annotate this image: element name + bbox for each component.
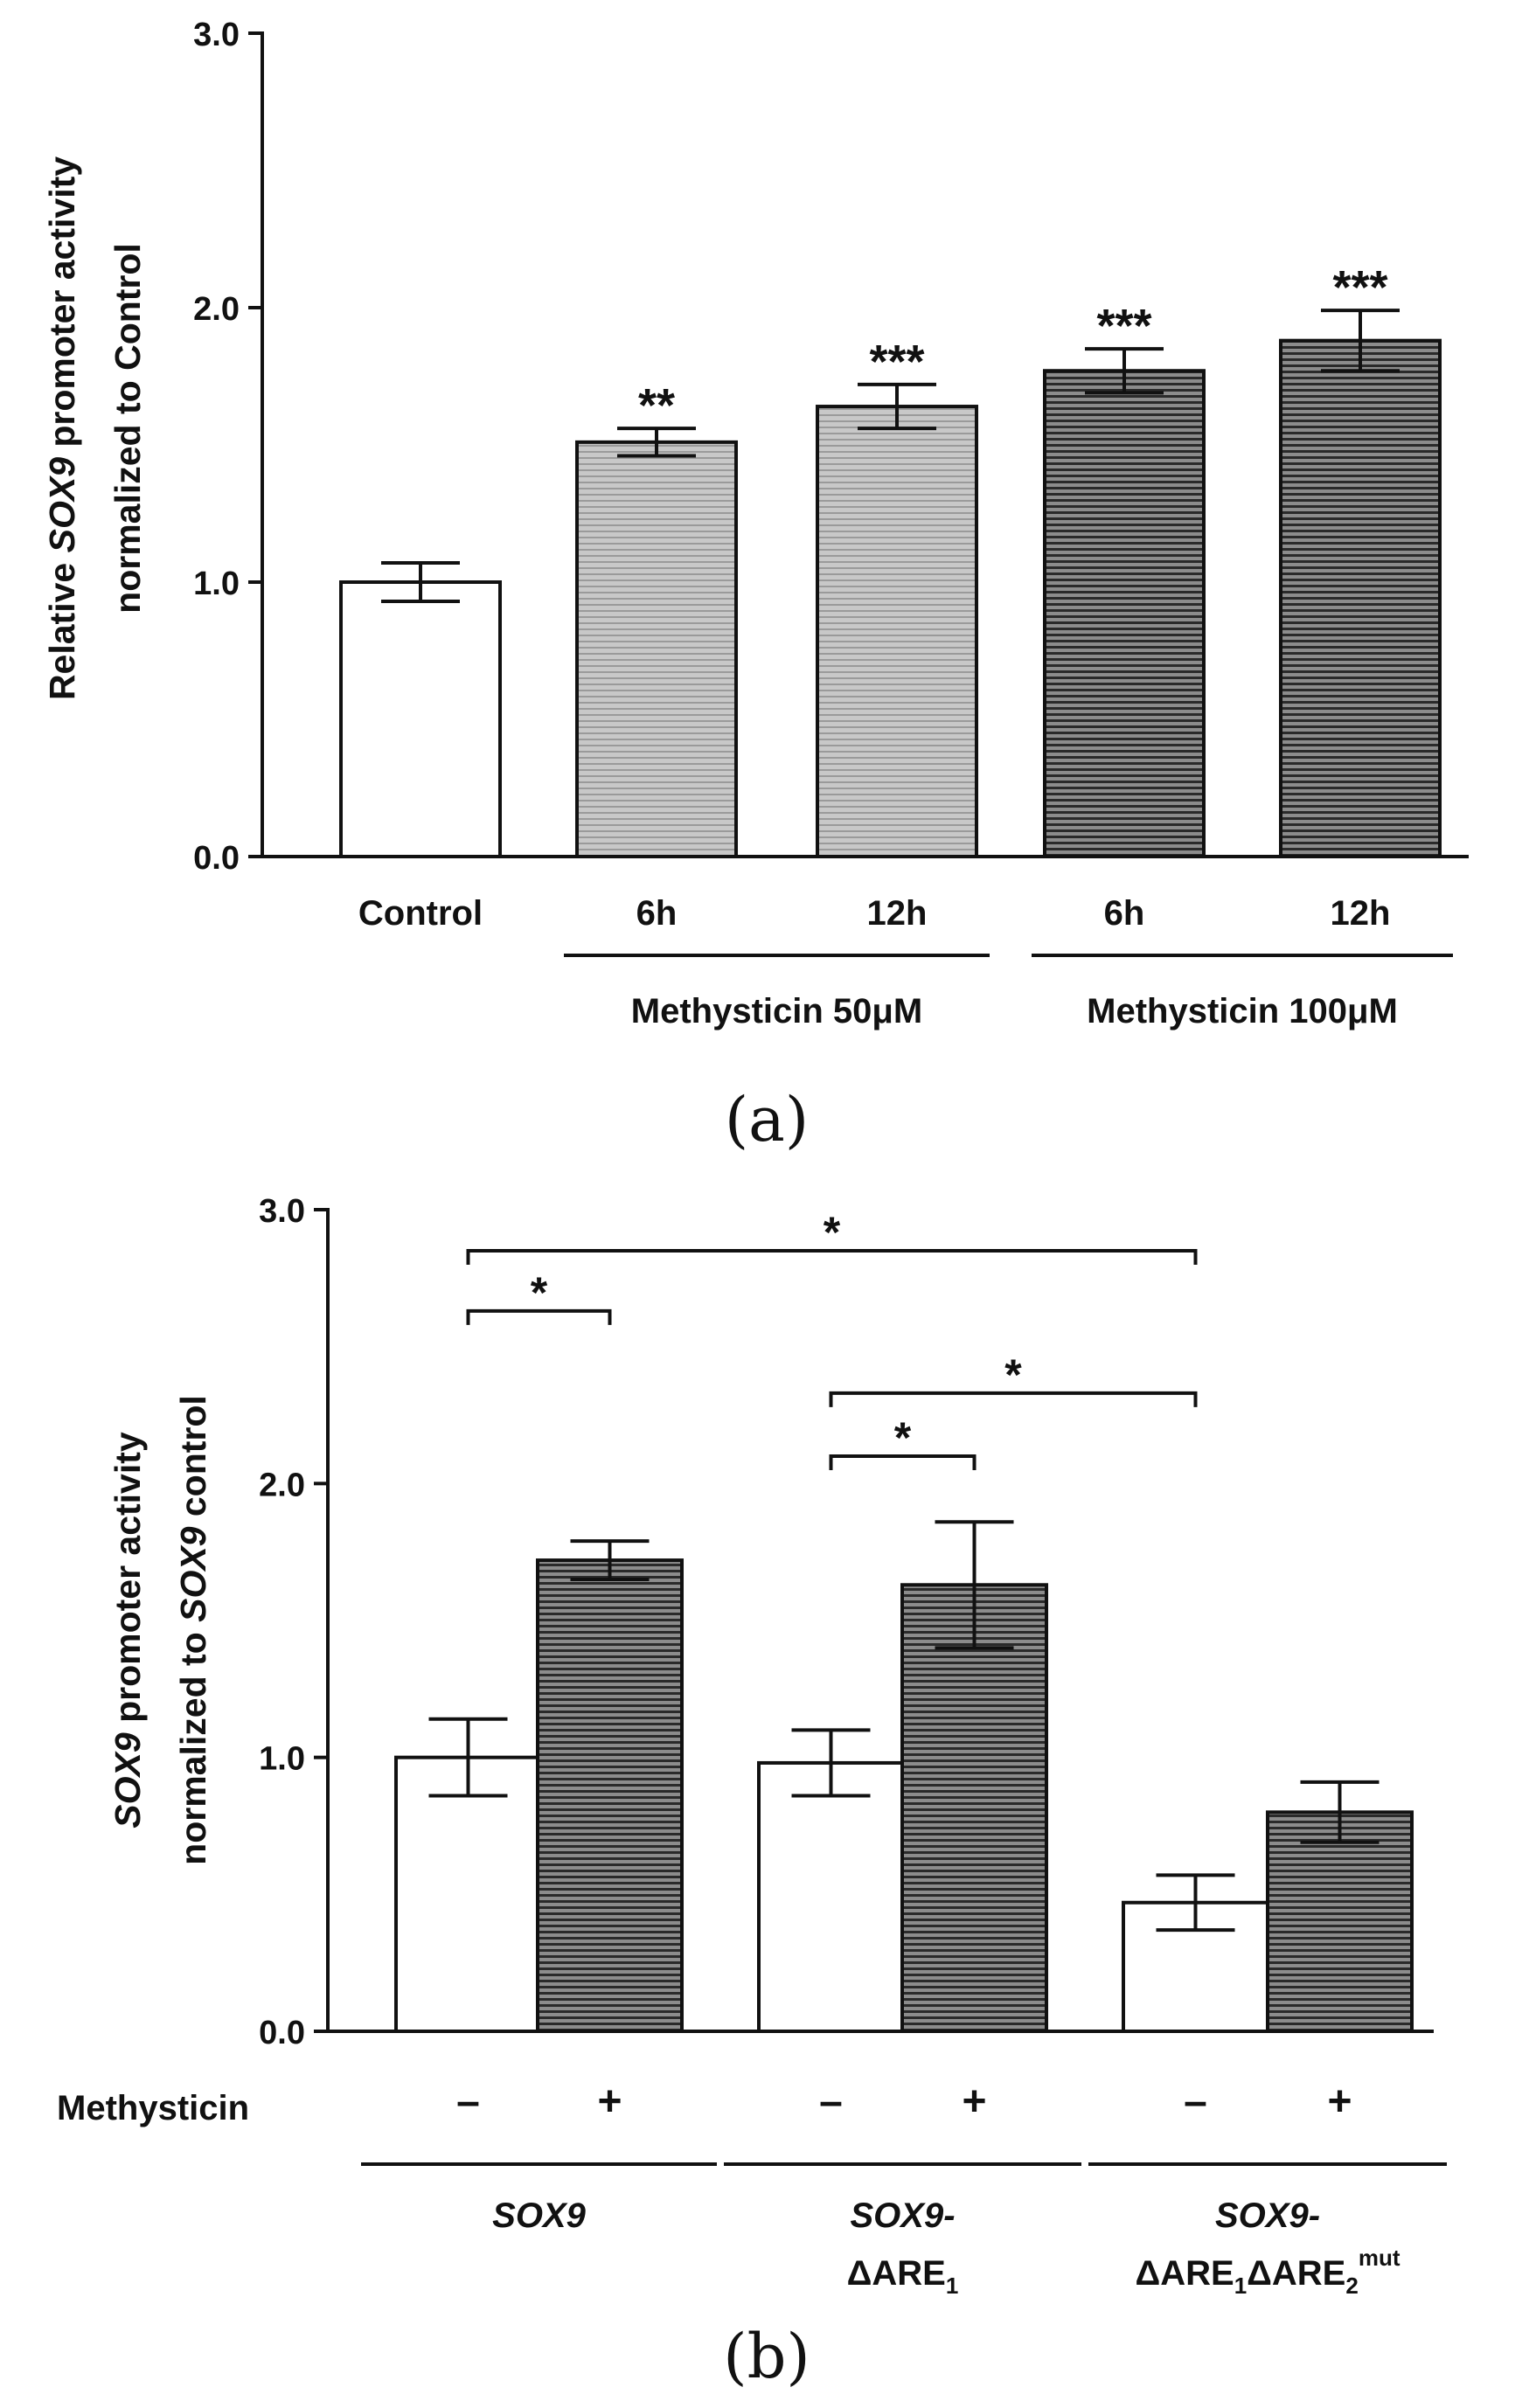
chart-b-bar <box>757 1760 905 2034</box>
chart-b-treatment-label: Methysticin <box>57 2089 249 2127</box>
chart-b-ytick-label: 2.0 <box>259 1467 305 1503</box>
chart-a-group-labels: Methysticin 50μM Methysticin 100μM <box>564 954 1453 1031</box>
chart-b-construct-name: SOX9- <box>850 2196 955 2235</box>
chart-a-x-tick-label: 12h <box>867 894 928 933</box>
chart-b-bracket-label: * <box>894 1413 912 1462</box>
chart-b-ylabel-line1: SOX9 promoter activity <box>108 1432 148 1829</box>
chart-b-construct-name: SOX9 <box>492 2196 586 2235</box>
chart-b-construct-name: SOX9- <box>1215 2196 1320 2235</box>
chart-a-ytick-label: 3.0 <box>193 17 240 53</box>
chart-b-significance-brackets: * * * * <box>466 1208 1198 1470</box>
chart-b-treatment-sign: – <box>456 2078 480 2125</box>
chart-b-treatment-sign: + <box>962 2078 986 2125</box>
chart-b-bars <box>394 1520 1414 2034</box>
chart-b-ytick-label: 0.0 <box>259 2015 305 2051</box>
panel-label-b: (b) <box>723 2321 810 2392</box>
chart-b-ylabel-line2: normalized to SOX9 control <box>173 1395 213 1865</box>
chart-a-bar <box>575 440 738 858</box>
chart-b-bracket-label: * <box>531 1268 548 1317</box>
panel-label-a: (a) <box>725 1084 809 1155</box>
chart-b-ytick-label: 1.0 <box>259 1741 305 1778</box>
chart-a-bar <box>1279 338 1442 858</box>
chart-a-x-tick-label: 6h <box>1104 894 1145 933</box>
chart-b-construct-labels: SOX9 SOX9- ΔARE1 SOX9- ΔARE1ΔARE2mut <box>361 2162 1447 2299</box>
chart-a-ylabel-line2: normalized to Control <box>108 243 148 614</box>
chart-a: 0.0 1.0 2.0 3.0 Control 6h ** 12h *** 6h *** 12h **… <box>42 17 1469 1155</box>
chart-b-bar <box>1266 1810 1414 2033</box>
chart-a-ytick-label: 0.0 <box>193 840 240 877</box>
chart-a-bars: Control 6h ** 12h *** 6h *** 12h *** <box>339 261 1442 933</box>
chart-b-construct-variant: ΔARE1ΔARE2mut <box>1135 2245 1400 2299</box>
chart-b-construct-variant: ΔARE1 <box>847 2254 959 2299</box>
chart-b-bracket <box>466 1308 612 1325</box>
chart-a-x-tick-label: 6h <box>636 894 678 933</box>
chart-a-bar <box>816 405 978 859</box>
chart-a-ytick-label: 1.0 <box>193 566 240 602</box>
chart-b-bar <box>536 1558 684 2033</box>
chart-b-bracket-label: * <box>1004 1350 1022 1399</box>
chart-a-group-label: Methysticin 100μM <box>1087 992 1398 1031</box>
chart-b-treatment-sign: – <box>1184 2078 1207 2125</box>
chart-a-ylabel-line1: Relative SOX9 promoter activity <box>42 156 82 700</box>
chart-a-x-tick-label: 12h <box>1331 894 1391 933</box>
chart-b-ytick-label: 3.0 <box>259 1193 305 1230</box>
chart-a-significance: *** <box>1096 300 1151 352</box>
chart-b-bracket <box>829 1391 1198 1407</box>
chart-b-bracket-label: * <box>824 1208 841 1257</box>
chart-a-ytick-label: 2.0 <box>193 291 240 328</box>
chart-b: 0.0 1.0 2.0 3.0 * * * * Methysticin – + – + – + SOX9… <box>57 1193 1447 2392</box>
chart-a-bar <box>1043 369 1206 859</box>
chart-a-x-tick-label: Control <box>358 894 483 933</box>
chart-a-significance: *** <box>1332 261 1387 314</box>
chart-a-bar <box>339 580 502 858</box>
chart-b-treatment-sign: – <box>819 2078 843 2125</box>
chart-b-treatment-row: Methysticin – + – + – + <box>57 2078 1352 2127</box>
chart-b-bracket <box>829 1454 977 1470</box>
chart-b-bracket <box>466 1249 1198 1265</box>
chart-a-group-label: Methysticin 50μM <box>631 992 922 1031</box>
chart-b-bar <box>394 1755 542 2033</box>
chart-b-treatment-sign: + <box>1327 2078 1352 2125</box>
chart-b-treatment-sign: + <box>597 2078 622 2125</box>
chart-a-significance: ** <box>638 379 675 432</box>
chart-b-bar <box>900 1583 1048 2034</box>
chart-a-significance: *** <box>869 336 924 388</box>
